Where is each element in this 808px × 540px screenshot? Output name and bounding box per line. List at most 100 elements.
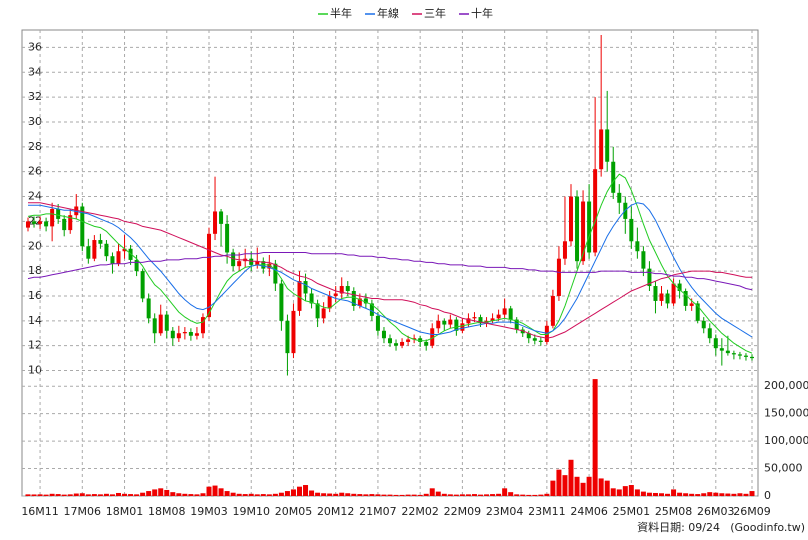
volume-bar <box>290 489 296 496</box>
candle-body <box>363 298 368 304</box>
y-tick-label: 36 <box>28 40 42 53</box>
candle-body <box>508 308 513 320</box>
volume-bar <box>689 493 695 496</box>
volume-bar <box>194 494 200 496</box>
y2-tick-label: 100,000 <box>764 434 808 447</box>
volume-bar <box>520 494 526 496</box>
volume-bar <box>628 485 634 496</box>
candle-body <box>412 338 417 340</box>
candle-body <box>659 293 664 301</box>
candle-body <box>635 241 640 252</box>
volume-bar <box>297 486 302 496</box>
candle-body <box>575 196 580 262</box>
volume-bar <box>725 493 731 496</box>
candle-body <box>544 325 549 342</box>
y2-tick-label: 200,000 <box>764 379 808 392</box>
volume-bar <box>496 493 502 496</box>
candle-body <box>134 259 139 272</box>
y-tick-label: 14 <box>28 314 42 327</box>
volume-bar <box>665 493 671 496</box>
volume-bar <box>538 494 544 496</box>
y-tick-label: 12 <box>28 339 42 352</box>
volume-bar <box>206 486 212 496</box>
candle-body <box>213 211 218 234</box>
candle-body <box>725 350 730 354</box>
volume-bar <box>562 475 568 496</box>
volume-bar <box>128 494 134 496</box>
x-tick-label: 25M01 <box>613 505 651 518</box>
volume-bar <box>260 494 266 496</box>
candle-body <box>237 261 242 267</box>
candle-body <box>532 338 537 341</box>
volume-bar <box>55 494 61 496</box>
volume-bar <box>321 493 327 496</box>
volume-bar <box>272 493 278 496</box>
candle-body <box>478 317 483 324</box>
volume-bar <box>652 492 658 496</box>
candle-body <box>231 252 236 267</box>
candle-body <box>225 223 230 253</box>
volume-bar <box>140 492 146 496</box>
candle-body <box>158 314 163 334</box>
volume-bar <box>634 489 640 496</box>
candle-body <box>562 241 567 259</box>
x-tick-label: 22M02 <box>401 505 439 518</box>
candle-body <box>611 161 616 193</box>
y-tick-label: 22 <box>28 214 42 227</box>
volume-bar <box>212 485 218 496</box>
candle-body <box>743 355 748 357</box>
volume-bar <box>224 491 230 496</box>
volume-bar <box>73 493 79 496</box>
candle-body <box>50 208 55 227</box>
candle-body <box>375 315 380 331</box>
candle-body <box>713 338 718 349</box>
volume-bar <box>122 493 128 496</box>
candle-body <box>442 320 447 325</box>
y2-tick-label: 50,000 <box>764 462 803 475</box>
legend-label: 三年 <box>424 6 446 20</box>
volume-bar <box>254 494 260 496</box>
candle-body <box>460 323 465 331</box>
volume-bar <box>158 488 164 496</box>
candle-body <box>44 221 49 227</box>
volume-bar <box>429 488 435 496</box>
volume-bar <box>484 494 490 496</box>
volume-bar <box>218 488 224 496</box>
volume-bar <box>502 488 508 496</box>
candle-body <box>38 221 43 224</box>
ma-line <box>28 202 752 339</box>
volume-bar <box>393 494 399 496</box>
volume-bar <box>677 492 683 496</box>
volume-bar <box>91 494 97 496</box>
candle-body <box>448 319 453 325</box>
candle-body <box>550 295 555 326</box>
candle-body <box>333 293 338 296</box>
volume-bar <box>447 494 453 496</box>
candle-body <box>599 129 604 170</box>
volume-bar <box>43 494 49 496</box>
volume-bar <box>176 493 182 496</box>
y-tick-label: 28 <box>28 140 42 153</box>
volume-bar <box>284 491 290 496</box>
candle-body <box>394 343 399 346</box>
candle-body <box>731 353 736 355</box>
candle-body <box>593 169 598 253</box>
volume-bar <box>25 494 31 496</box>
legend-label: 十年 <box>471 6 493 20</box>
candle-body <box>98 240 103 244</box>
volume-bar <box>508 492 514 496</box>
volume-bar <box>453 494 459 496</box>
volume-bar <box>544 493 550 496</box>
volume-bar <box>471 494 477 496</box>
candle-body <box>400 341 405 346</box>
candle-body <box>152 318 157 334</box>
candle-body <box>110 256 115 264</box>
volume-bar <box>116 492 121 496</box>
volume-bar <box>580 482 586 496</box>
volume-bar <box>134 494 140 496</box>
x-tick-label: 26M03 <box>697 505 735 518</box>
volume-bar <box>103 493 109 496</box>
x-tick-label: 20M12 <box>317 505 355 518</box>
candle-body <box>381 330 386 339</box>
